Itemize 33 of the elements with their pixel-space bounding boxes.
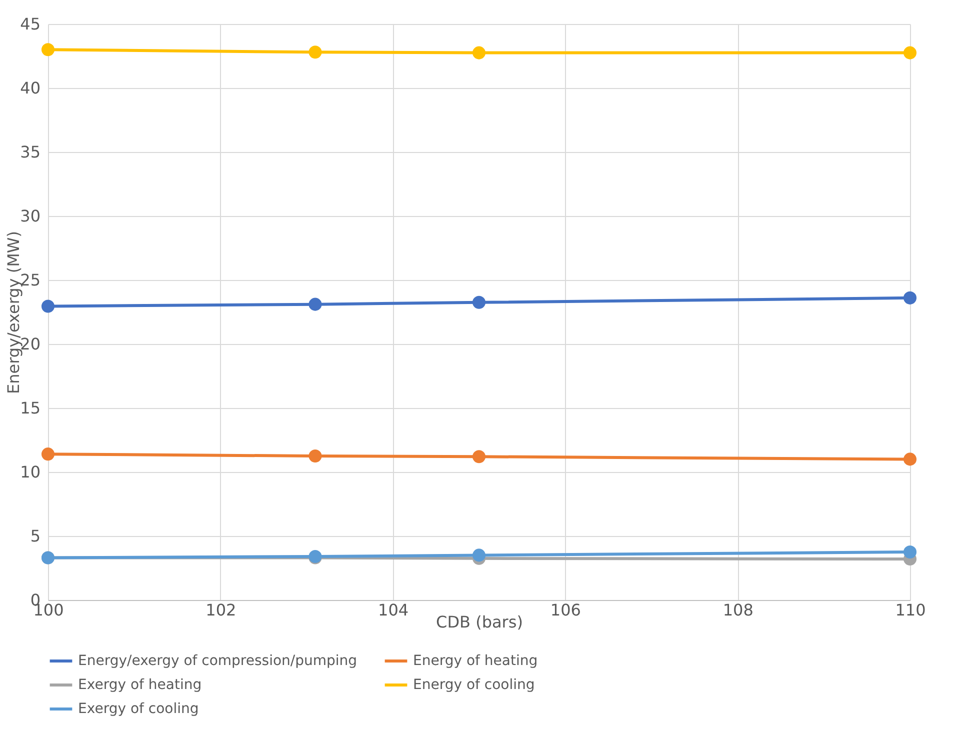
x-tick-label: 108 bbox=[722, 600, 754, 620]
y-tick-label: 15 bbox=[20, 398, 40, 418]
y-tick-label: 25 bbox=[20, 270, 40, 290]
point bbox=[41, 448, 55, 461]
x-tick-label: 106 bbox=[550, 600, 581, 620]
x-tick-label: 102 bbox=[206, 600, 236, 620]
point bbox=[903, 452, 917, 466]
legend-label: Energy/exergy of compression/pumping bbox=[78, 653, 358, 669]
point bbox=[472, 548, 486, 562]
point bbox=[903, 545, 917, 559]
point bbox=[41, 300, 55, 313]
point bbox=[472, 450, 486, 464]
x-tick-label: 104 bbox=[378, 600, 409, 620]
point bbox=[308, 449, 322, 463]
point bbox=[472, 296, 486, 309]
x-tick-label: 110 bbox=[895, 600, 926, 620]
y-tick-label: 30 bbox=[20, 206, 40, 226]
legend-label: Energy of cooling bbox=[413, 677, 535, 693]
y-tick-label: 35 bbox=[20, 142, 40, 162]
point bbox=[308, 298, 322, 311]
point bbox=[472, 46, 486, 60]
point bbox=[903, 291, 917, 304]
y-tick-label: 10 bbox=[20, 462, 40, 482]
legend-label: Exergy of heating bbox=[78, 677, 202, 693]
y-tick-label: 40 bbox=[20, 78, 40, 98]
x-axis-title: CDB (bars) bbox=[436, 612, 523, 632]
legend-label: Energy of heating bbox=[413, 653, 538, 669]
y-tick-label: 45 bbox=[20, 14, 40, 34]
legend-label: Exergy of cooling bbox=[78, 701, 199, 717]
point bbox=[903, 46, 917, 60]
y-tick-label: 5 bbox=[30, 526, 40, 546]
point bbox=[41, 43, 55, 56]
point bbox=[308, 46, 322, 59]
